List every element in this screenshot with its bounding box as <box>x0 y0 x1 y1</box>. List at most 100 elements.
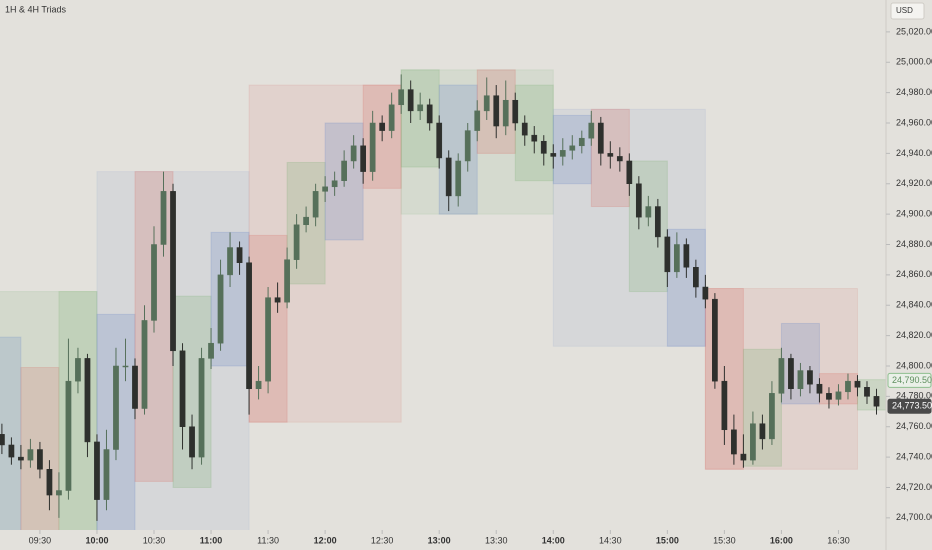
candle-body <box>75 358 81 382</box>
candle-body <box>341 160 347 181</box>
x-tick-label: 14:30 <box>599 535 622 545</box>
x-tick-label: 10:00 <box>85 535 108 545</box>
y-tick-label: 25,000.00 <box>896 57 932 67</box>
y-tick-label: 24,700.00 <box>896 512 932 522</box>
currency-button[interactable] <box>890 2 925 20</box>
candle-body <box>27 449 34 461</box>
candle-body <box>369 122 376 172</box>
candle-body <box>750 423 756 461</box>
candle-body <box>769 393 775 440</box>
triad-box <box>476 69 516 154</box>
y-tick-label: 24,780.00 <box>896 391 932 401</box>
candle-body <box>673 244 680 273</box>
x-tick-label: 16:00 <box>770 535 793 545</box>
candle-body <box>531 134 538 142</box>
candle-body <box>683 244 690 268</box>
y-tick-label: 24,920.00 <box>896 178 932 188</box>
candle-body <box>141 320 148 409</box>
candle-body <box>607 153 614 157</box>
candle-body <box>845 380 851 393</box>
x-tick-label: 14:00 <box>542 535 565 545</box>
candle-body <box>721 380 728 431</box>
x-tick-label: 15:00 <box>656 535 679 545</box>
y-tick-label: 24,980.00 <box>896 87 932 97</box>
y-tick-label: 24,900.00 <box>896 209 932 219</box>
candle-body <box>464 130 471 162</box>
candle-body <box>759 423 766 440</box>
x-tick-label: 10:30 <box>143 535 166 545</box>
triad-box <box>96 313 136 530</box>
candle-body <box>94 441 100 500</box>
candle-body <box>635 183 642 218</box>
candle-body <box>132 365 138 409</box>
candle-body <box>569 145 576 151</box>
candle-body <box>578 137 585 147</box>
candle-body <box>826 393 832 400</box>
candle-body <box>0 434 5 446</box>
candle-body <box>540 140 547 154</box>
x-tick-label: 12:00 <box>314 535 337 545</box>
candle-body <box>65 380 72 491</box>
x-tick-label: 11:00 <box>200 535 223 545</box>
x-tick-label: 11:30 <box>257 535 279 545</box>
x-tick-label: 13:00 <box>428 535 451 545</box>
candle-body <box>864 386 870 397</box>
candle-body <box>693 267 699 288</box>
candle-body <box>588 122 595 139</box>
candle-body <box>236 247 243 263</box>
triad-box <box>0 336 22 530</box>
candle-body <box>407 89 414 112</box>
triad-box <box>552 108 706 347</box>
candle-body <box>312 191 319 218</box>
candle-body <box>455 160 462 197</box>
candle-body <box>46 469 53 496</box>
candle-body <box>8 444 15 458</box>
y-tick-label: 24,740.00 <box>896 451 932 461</box>
x-tick-label: 13:30 <box>485 535 508 545</box>
x-tick-label: 12:30 <box>371 535 394 545</box>
currency-label[interactable]: USD <box>896 6 913 15</box>
candle-body <box>398 89 405 106</box>
y-tick-label: 25,020.00 <box>896 26 932 36</box>
candle-body <box>436 122 443 159</box>
candle-body <box>426 104 433 124</box>
candle-body <box>616 156 623 162</box>
candle-body <box>483 95 490 112</box>
candle-body <box>702 286 709 300</box>
price-label: 24,773.50 <box>892 401 932 411</box>
candle-body <box>160 191 167 245</box>
candle-body <box>550 153 557 157</box>
candle-body <box>274 297 281 303</box>
x-tick-label: 15:30 <box>713 535 736 545</box>
y-tick-label: 24,840.00 <box>896 300 932 310</box>
candle-body <box>170 191 176 352</box>
y-tick-label: 24,800.00 <box>896 360 932 370</box>
candle-body <box>474 110 481 131</box>
candle-body <box>56 490 62 496</box>
candle-body <box>417 104 424 112</box>
y-tick-label: 24,960.00 <box>896 117 932 127</box>
candle-body <box>350 145 357 162</box>
candle-body <box>788 358 794 390</box>
candle-body <box>645 206 652 218</box>
candle-body <box>360 145 367 172</box>
candle-body <box>502 99 509 127</box>
candle-body <box>179 350 186 427</box>
candle-body <box>512 99 519 124</box>
y-tick-label: 24,860.00 <box>896 269 932 279</box>
candle-body <box>626 160 633 185</box>
candle-body <box>84 358 91 443</box>
candle-body <box>731 429 737 455</box>
candle-body <box>379 122 386 131</box>
candle-body <box>835 391 842 400</box>
candle-body <box>293 224 300 260</box>
candle-body <box>331 180 338 188</box>
candle-body <box>873 396 880 407</box>
candle-body <box>807 370 813 385</box>
chart-title: 1H & 4H Triads <box>5 4 67 14</box>
price-label: 24,790.50 <box>892 375 932 385</box>
candle-body <box>740 453 747 461</box>
candle-body <box>113 365 119 450</box>
candle-body <box>246 262 252 390</box>
